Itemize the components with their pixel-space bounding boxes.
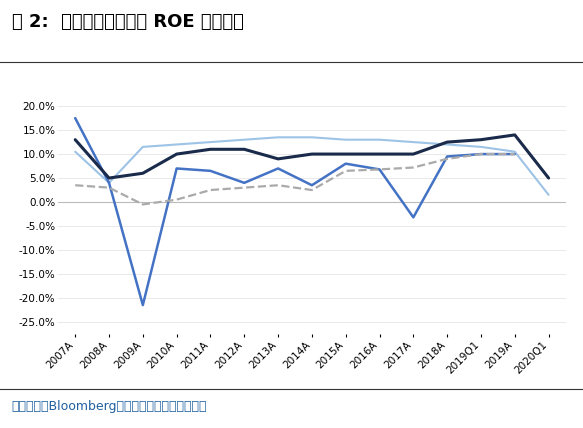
美国银行 (477, 152, 484, 157)
花旗集团 (342, 161, 349, 166)
摩根大通 (139, 171, 146, 176)
摩根大通 (308, 152, 315, 157)
花旗集团 (477, 152, 484, 157)
摩根大通 (477, 137, 484, 142)
Line: 花旗集团: 花旗集团 (75, 118, 515, 305)
摩根大通 (241, 147, 248, 152)
富国银行 (207, 140, 214, 145)
富国银行 (376, 137, 383, 142)
花旗集团 (173, 166, 180, 171)
摩根大通 (511, 132, 518, 137)
富国银行 (511, 149, 518, 154)
Text: 资料来源：Bloomberg，国信证券经济研究所整理: 资料来源：Bloomberg，国信证券经济研究所整理 (12, 400, 207, 413)
Text: 图 2:  美国四大行一季度 ROE 大幅下降: 图 2: 美国四大行一季度 ROE 大幅下降 (12, 13, 244, 31)
富国银行 (342, 137, 349, 142)
摩根大通 (376, 152, 383, 157)
花旗集团 (511, 152, 518, 157)
花旗集团 (444, 154, 451, 159)
花旗集团 (275, 166, 282, 171)
摩根大通 (410, 152, 417, 157)
美国银行 (173, 197, 180, 202)
富国银行 (545, 192, 552, 197)
美国银行 (410, 165, 417, 170)
Line: 富国银行: 富国银行 (75, 137, 549, 195)
美国银行 (207, 187, 214, 193)
美国银行 (376, 167, 383, 172)
摩根大通 (545, 175, 552, 181)
花旗集团 (72, 116, 79, 121)
花旗集团 (376, 167, 383, 172)
摩根大通 (275, 156, 282, 161)
富国银行 (477, 144, 484, 149)
美国银行 (241, 185, 248, 190)
富国银行 (72, 149, 79, 154)
美国银行 (72, 183, 79, 188)
花旗集团 (308, 183, 315, 188)
富国银行 (275, 135, 282, 140)
美国银行 (139, 202, 146, 207)
美国银行 (444, 156, 451, 161)
摩根大通 (72, 137, 79, 142)
摩根大通 (444, 140, 451, 145)
花旗集团 (410, 215, 417, 220)
富国银行 (444, 142, 451, 147)
摩根大通 (207, 147, 214, 152)
摩根大通 (342, 152, 349, 157)
富国银行 (106, 180, 113, 185)
富国银行 (308, 135, 315, 140)
富国银行 (241, 137, 248, 142)
美国银行 (308, 187, 315, 193)
花旗集团 (139, 303, 146, 308)
美国银行 (342, 168, 349, 173)
美国银行 (511, 152, 518, 157)
摩根大通 (173, 152, 180, 157)
Line: 美国银行: 美国银行 (75, 154, 515, 205)
美国银行 (106, 185, 113, 190)
美国银行 (275, 183, 282, 188)
花旗集团 (106, 180, 113, 185)
富国银行 (173, 142, 180, 147)
Line: 摩根大通: 摩根大通 (75, 135, 549, 178)
花旗集团 (207, 168, 214, 173)
花旗集团 (241, 180, 248, 185)
富国银行 (410, 140, 417, 145)
摩根大通 (106, 175, 113, 181)
富国银行 (139, 144, 146, 149)
